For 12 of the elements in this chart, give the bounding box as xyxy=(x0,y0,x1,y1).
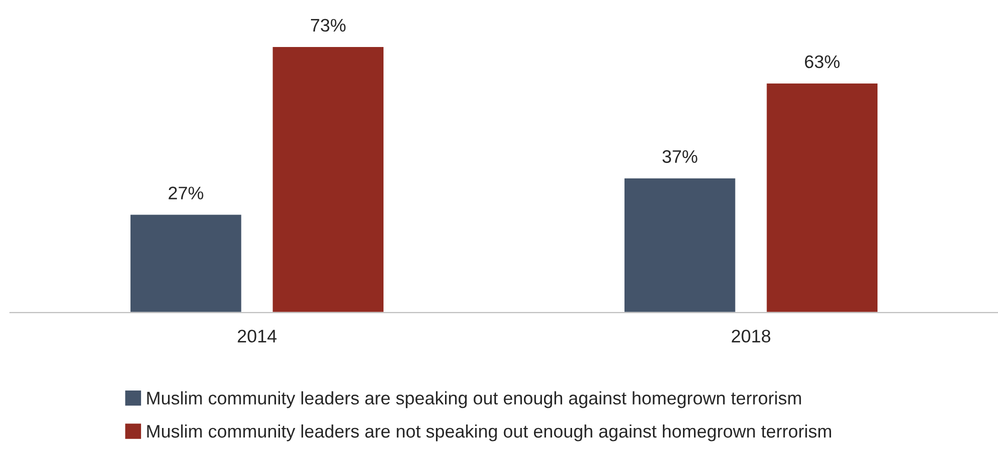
bar xyxy=(129,213,243,313)
bar xyxy=(765,82,879,313)
data-label: 73% xyxy=(310,18,346,32)
legend-label: Muslim community leaders are not speaking out enough against homegrown terrorism xyxy=(147,424,832,442)
bar xyxy=(623,176,737,313)
x-tick-label: 2018 xyxy=(732,330,770,342)
bar xyxy=(271,46,385,313)
legend-label: Muslim community leaders are speaking out enough against homegrown terrorism xyxy=(147,391,801,408)
data-label: 37% xyxy=(662,150,698,163)
data-label: 27% xyxy=(168,186,204,200)
data-label: 63% xyxy=(804,55,840,68)
x-tick-label: 2014 xyxy=(238,330,277,342)
